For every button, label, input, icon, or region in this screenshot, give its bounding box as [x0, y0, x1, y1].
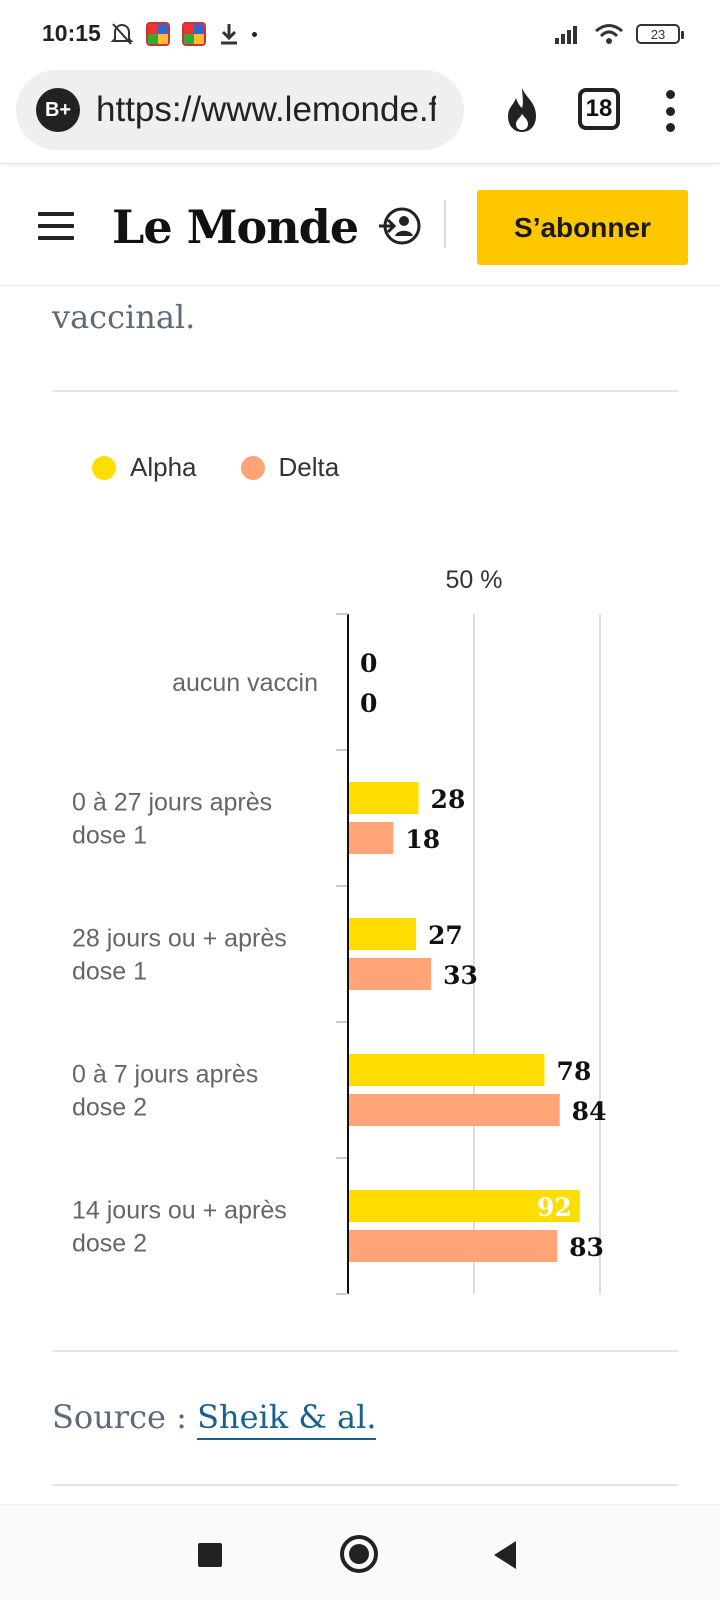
wifi-icon [595, 24, 623, 44]
category-label-line: dose 2 [72, 1094, 147, 1122]
back-icon[interactable] [494, 1541, 516, 1569]
category-label-line: 0 à 7 jours après [72, 1061, 258, 1089]
legend-dot-alpha [92, 455, 116, 480]
site-badge-icon[interactable]: B+ [36, 88, 80, 132]
category-label-line: dose 1 [72, 822, 147, 850]
category-label-line: aucun vaccin [172, 669, 318, 697]
app-icon [182, 22, 206, 46]
header-divider [444, 200, 446, 248]
tabs-button[interactable]: 18 [578, 88, 620, 130]
legend-label-delta: Delta [278, 452, 340, 482]
more-notifications-dot [252, 31, 257, 37]
app-icon [146, 22, 170, 46]
category-label-line: 14 jours ou + après [72, 1197, 287, 1225]
data-label-delta: 84 [572, 1097, 607, 1126]
data-label-alpha: 0 [360, 649, 377, 678]
recent-apps-icon[interactable] [198, 1543, 222, 1567]
divider [52, 1484, 678, 1486]
category-label: 0 à 27 jours après dose 1 [72, 789, 272, 850]
data-label-alpha: 92 [537, 1193, 572, 1222]
vaccine-efficacy-chart: 50 % aucun vaccin 0 0 0 à 27 jours après dose… [0, 540, 720, 1300]
legend-item-delta: Delta [240, 452, 340, 483]
category-label-line: dose 1 [72, 958, 147, 986]
signal-icon [555, 26, 577, 44]
bar-delta [348, 1094, 560, 1126]
download-icon [221, 24, 237, 45]
bar-delta [348, 1230, 558, 1262]
source-line: Source : Sheik & al. [52, 1398, 377, 1440]
url-text[interactable]: https://www.lemonde.fr [96, 90, 436, 129]
category-label: 0 à 7 jours après dose 2 [72, 1061, 258, 1122]
battery-icon: 23 [636, 24, 684, 44]
data-label-alpha: 28 [431, 785, 466, 814]
legend-item-alpha: Alpha [92, 452, 197, 483]
divider [52, 390, 678, 392]
data-label-delta: 18 [405, 825, 440, 854]
mute-bell-icon [110, 23, 134, 45]
bar-alpha [348, 782, 419, 814]
article-text: vaccinal. [52, 298, 196, 336]
source-prefix: Source : [52, 1398, 198, 1436]
system-icons: 23 [554, 20, 684, 48]
category-label-line: dose 2 [72, 1230, 147, 1258]
bar-alpha [348, 1190, 580, 1222]
account-login-icon[interactable] [378, 204, 422, 248]
legend-label-alpha: Alpha [130, 452, 197, 482]
chart-legend: Alpha Delta [92, 452, 383, 483]
subscribe-button[interactable]: S’abonner [477, 190, 688, 265]
status-time: 10:15 [42, 20, 101, 46]
site-header: Le Monde S’abonner [0, 170, 720, 286]
divider [52, 1350, 678, 1352]
browser-toolbar: B+ https://www.lemonde.fr 18 [0, 64, 720, 164]
category-label-line: 0 à 27 jours après [72, 789, 272, 817]
site-logo[interactable]: Le Monde [112, 200, 359, 254]
legend-dot-delta [240, 455, 265, 480]
data-label-delta: 83 [569, 1233, 604, 1262]
menu-icon[interactable] [664, 90, 676, 132]
bar-delta [348, 822, 394, 854]
data-label-delta: 33 [443, 961, 478, 990]
home-icon[interactable] [340, 1535, 378, 1573]
status-bar: 10:15 23 [0, 0, 720, 64]
bar-delta [348, 958, 432, 990]
data-label-alpha: 78 [557, 1057, 592, 1086]
category-label-line: 28 jours ou + après [72, 925, 287, 953]
category-label: 14 jours ou + après dose 2 [72, 1197, 287, 1258]
data-label-alpha: 27 [428, 921, 463, 950]
system-nav-bar [0, 1504, 720, 1600]
bar-alpha [348, 918, 417, 950]
category-label: 28 jours ou + après dose 1 [72, 925, 287, 986]
source-link[interactable]: Sheik & al. [197, 1398, 377, 1440]
bar-alpha [348, 1054, 545, 1086]
hamburger-menu-icon[interactable] [38, 212, 74, 240]
axis-tick-label: 50 % [446, 566, 503, 594]
notification-icons [110, 20, 257, 48]
chart-svg: 50 % aucun vaccin 0 0 0 à 27 jours après dose… [72, 566, 607, 1295]
category-label: aucun vaccin [172, 669, 318, 697]
flame-icon[interactable] [500, 86, 544, 134]
address-bar[interactable]: B+ https://www.lemonde.fr [16, 70, 464, 150]
data-label-delta: 0 [360, 689, 377, 718]
